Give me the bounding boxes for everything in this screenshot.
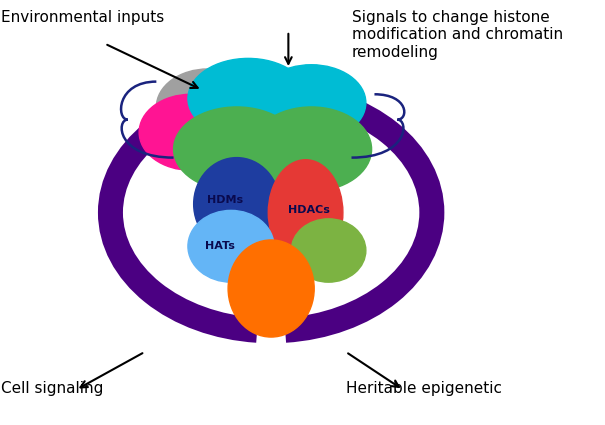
Ellipse shape	[291, 219, 366, 282]
Text: HDMs: HDMs	[207, 195, 243, 205]
Ellipse shape	[188, 58, 309, 139]
Text: Cell signaling: Cell signaling	[1, 381, 104, 397]
Ellipse shape	[188, 210, 274, 282]
Ellipse shape	[268, 160, 343, 265]
Text: HATs: HATs	[204, 241, 234, 251]
Ellipse shape	[228, 240, 314, 337]
Text: Environmental inputs: Environmental inputs	[1, 10, 165, 25]
Ellipse shape	[194, 158, 280, 250]
Ellipse shape	[156, 69, 260, 145]
Ellipse shape	[251, 107, 371, 191]
Ellipse shape	[139, 94, 243, 170]
Ellipse shape	[174, 107, 300, 191]
Text: Signals to change histone
modification and chromatin
remodeling: Signals to change histone modification a…	[352, 10, 563, 60]
Text: Heritable epigenetic: Heritable epigenetic	[346, 381, 502, 397]
Text: HDACs: HDACs	[287, 205, 329, 215]
Ellipse shape	[257, 65, 366, 141]
